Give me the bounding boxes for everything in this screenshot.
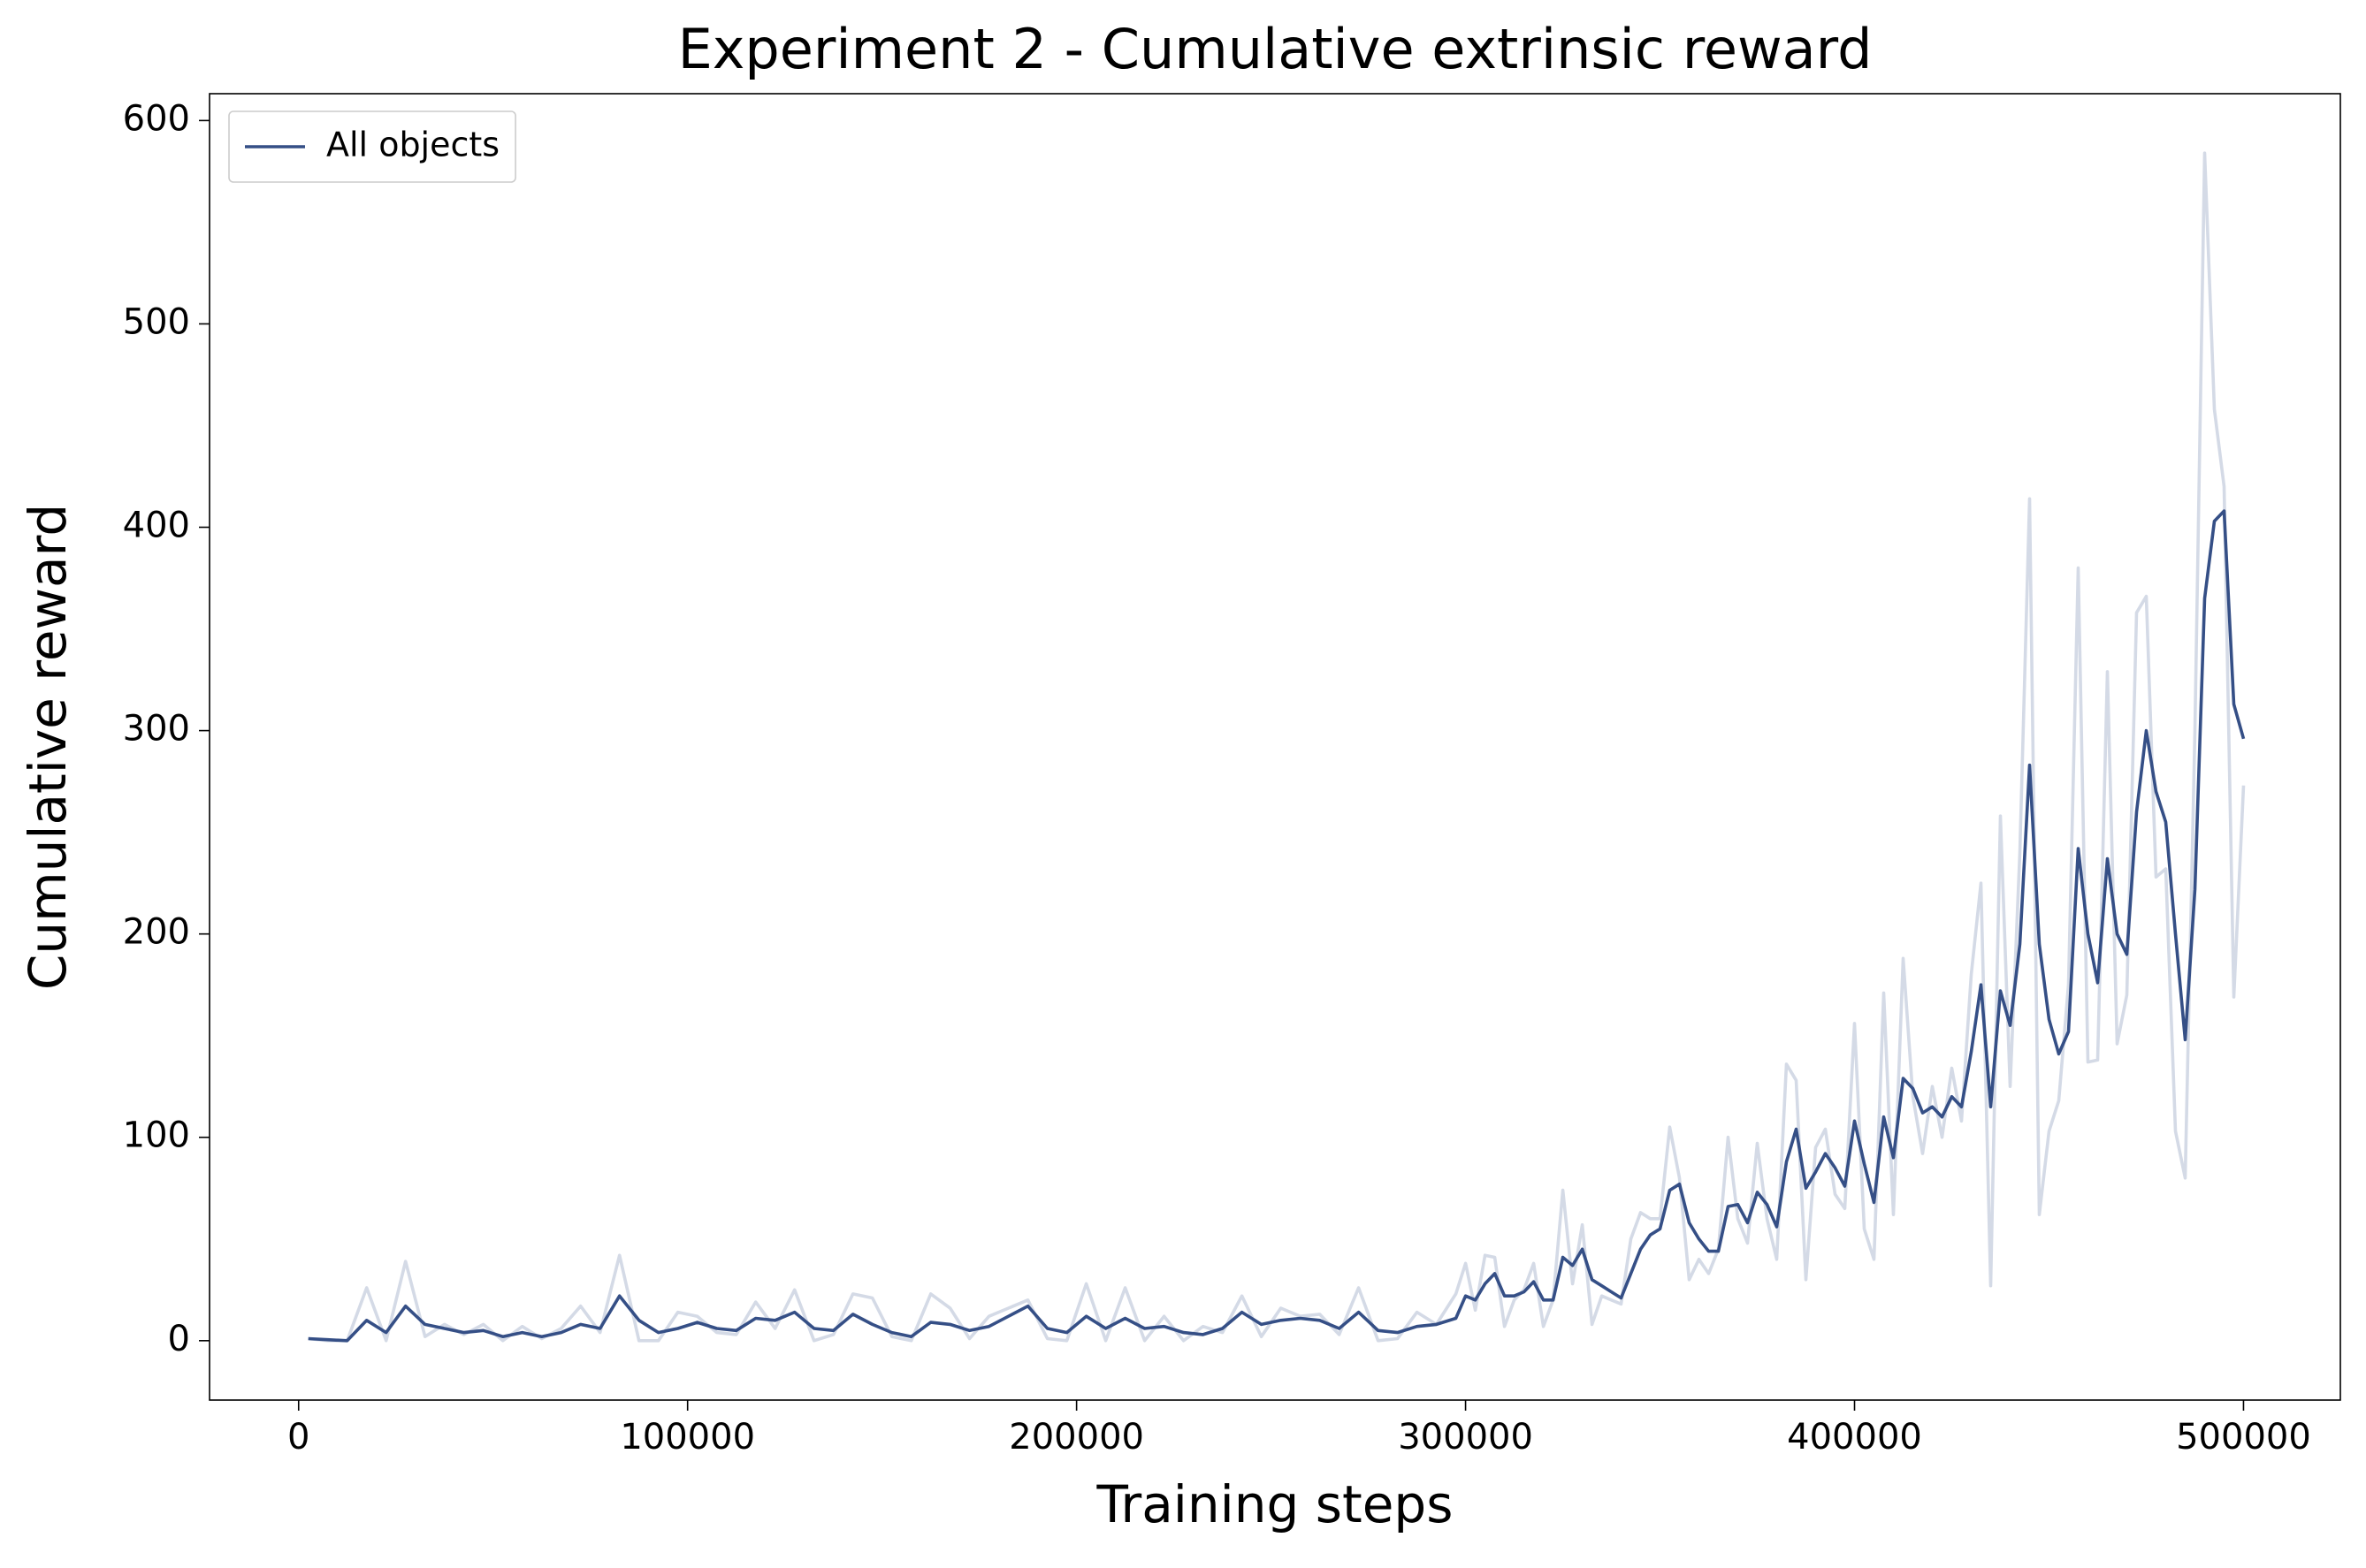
plot-frame bbox=[209, 93, 2341, 1401]
y-tick-label: 100 bbox=[123, 1115, 190, 1156]
x-tick-label: 100000 bbox=[620, 1417, 755, 1458]
y-tick-label: 500 bbox=[123, 301, 190, 342]
y-tick-label: 300 bbox=[123, 709, 190, 750]
legend-label: All objects bbox=[326, 126, 500, 164]
x-tick-label: 200000 bbox=[1009, 1417, 1144, 1458]
y-tick-label: 600 bbox=[123, 98, 190, 139]
series-line bbox=[308, 151, 2246, 1343]
x-tick-label: 0 bbox=[287, 1417, 309, 1458]
y-tick-label: 400 bbox=[123, 506, 190, 546]
x-tick-label: 400000 bbox=[1787, 1417, 1922, 1458]
series-line bbox=[308, 509, 2246, 1343]
x-tick-label: 300000 bbox=[1398, 1417, 1533, 1458]
x-tick-label: 500000 bbox=[2176, 1417, 2311, 1458]
y-tick-label: 200 bbox=[123, 912, 190, 953]
x-axis-label: Training steps bbox=[1096, 1474, 1454, 1534]
y-axis-label: Cumulative reward bbox=[18, 504, 78, 990]
legend-box bbox=[228, 110, 516, 183]
y-tick-label: 0 bbox=[168, 1319, 190, 1359]
chart-title: Experiment 2 - Cumulative extrinsic rewa… bbox=[678, 17, 1873, 81]
